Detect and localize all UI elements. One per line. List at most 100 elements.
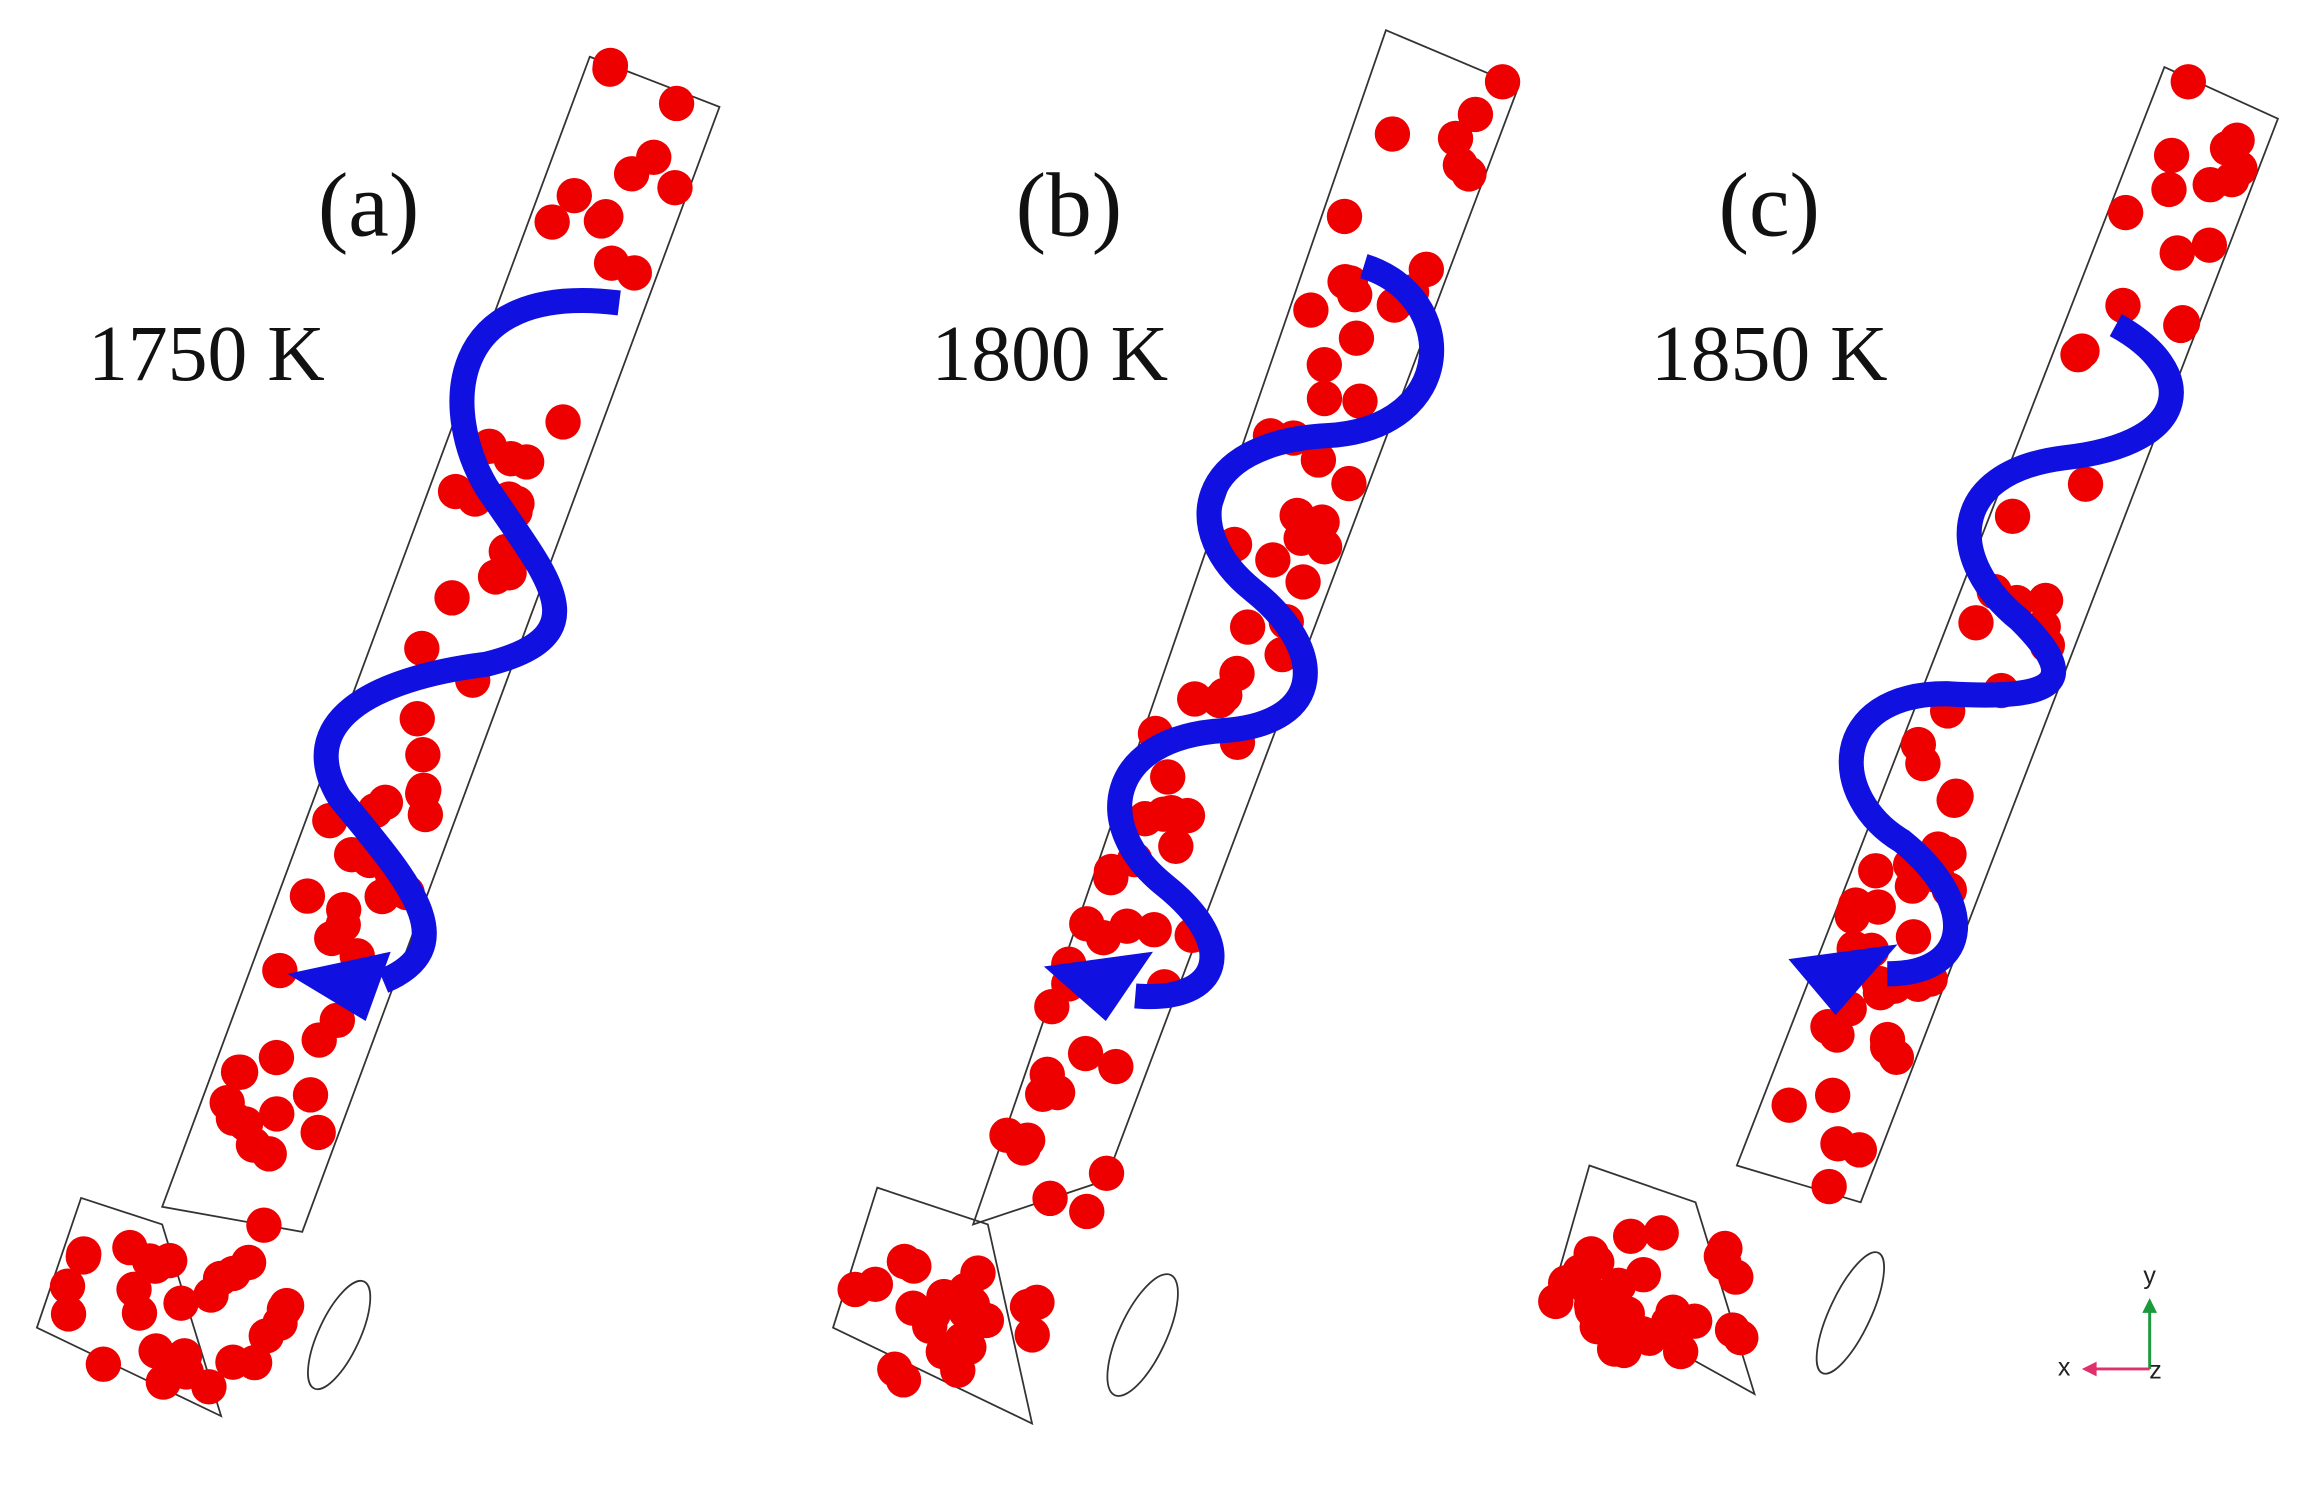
particle bbox=[1085, 920, 1122, 956]
temperature-label: 1750 K bbox=[88, 310, 325, 398]
particle bbox=[251, 1136, 287, 1172]
arrow-head bbox=[287, 951, 391, 1021]
particle bbox=[1300, 442, 1337, 478]
particle bbox=[2170, 64, 2206, 100]
particle bbox=[1326, 198, 1363, 235]
particle bbox=[1338, 320, 1375, 356]
particle bbox=[1029, 1056, 1065, 1093]
particle bbox=[300, 1114, 336, 1151]
particle bbox=[248, 1318, 284, 1354]
particle bbox=[1098, 1048, 1134, 1085]
particle bbox=[163, 1285, 199, 1321]
particle bbox=[534, 204, 570, 240]
particle bbox=[289, 878, 326, 914]
particle bbox=[166, 1338, 203, 1374]
particle bbox=[2105, 287, 2141, 324]
particle bbox=[857, 1266, 894, 1303]
particle bbox=[925, 1334, 962, 1370]
particle bbox=[1009, 1288, 1046, 1325]
particle bbox=[1457, 96, 1494, 133]
particle bbox=[49, 1268, 86, 1304]
particle bbox=[1905, 745, 1941, 782]
particle bbox=[1293, 292, 1329, 328]
particle bbox=[1706, 1244, 1742, 1281]
particle bbox=[1612, 1218, 1649, 1254]
particle bbox=[1771, 1087, 1807, 1123]
particle bbox=[50, 1296, 87, 1332]
particle bbox=[1032, 1180, 1068, 1217]
particle bbox=[2191, 227, 2228, 263]
particle bbox=[657, 169, 693, 206]
particle bbox=[1538, 1283, 1574, 1320]
particle bbox=[220, 1054, 257, 1090]
particle bbox=[1662, 1333, 1699, 1370]
particle bbox=[2209, 130, 2246, 166]
particle bbox=[1814, 1077, 1851, 1114]
particle bbox=[1811, 1168, 1847, 1205]
particle bbox=[896, 1248, 932, 1284]
particle bbox=[1958, 605, 1994, 641]
z-axis-label: z bbox=[2149, 1357, 2162, 1385]
particle bbox=[1573, 1236, 1609, 1272]
particle bbox=[2164, 305, 2201, 341]
particle bbox=[1219, 655, 1255, 692]
particle bbox=[193, 1277, 229, 1313]
arrow-head bbox=[2081, 1361, 2097, 1377]
particle bbox=[1342, 383, 1378, 419]
y-axis-label: y bbox=[2143, 1262, 2156, 1290]
particle bbox=[1150, 759, 1186, 795]
particle bbox=[2060, 337, 2096, 373]
outlet bbox=[1554, 1164, 1757, 1396]
particle bbox=[1994, 498, 2031, 535]
particle bbox=[325, 907, 361, 943]
particle bbox=[2067, 466, 2104, 502]
particle bbox=[1009, 1122, 1046, 1158]
particle bbox=[258, 1039, 295, 1076]
outlet-end bbox=[1815, 1251, 1885, 1375]
particle bbox=[2107, 194, 2144, 231]
x-axis-label: x bbox=[2058, 1354, 2071, 1382]
particle bbox=[1331, 465, 1367, 502]
particle bbox=[1069, 1193, 1105, 1230]
particle bbox=[85, 1346, 122, 1382]
particle bbox=[1088, 1155, 1125, 1191]
particle bbox=[1177, 681, 1213, 717]
particle bbox=[1484, 64, 1521, 100]
particle bbox=[65, 1239, 101, 1275]
particle bbox=[1255, 542, 1291, 578]
particle bbox=[1595, 1293, 1631, 1329]
particle bbox=[613, 156, 650, 192]
particle bbox=[246, 1207, 282, 1243]
particle bbox=[588, 199, 624, 235]
particle bbox=[1676, 1303, 1713, 1339]
particle bbox=[116, 1271, 152, 1308]
particle bbox=[405, 737, 441, 773]
particle bbox=[1938, 778, 1974, 814]
particle bbox=[1631, 1320, 1668, 1356]
particle bbox=[1451, 156, 1487, 192]
particle bbox=[592, 51, 628, 87]
particle bbox=[1014, 1317, 1050, 1353]
particle bbox=[545, 404, 581, 440]
particle bbox=[556, 177, 592, 214]
particle bbox=[1034, 989, 1070, 1025]
particle bbox=[1408, 251, 1445, 288]
particle bbox=[131, 1243, 168, 1279]
particle bbox=[1819, 1017, 1855, 1053]
panel-label: (a) bbox=[318, 154, 419, 255]
particle bbox=[1869, 1029, 1906, 1065]
particle bbox=[292, 1077, 329, 1113]
arrow-head bbox=[2142, 1298, 2158, 1313]
particle bbox=[215, 1255, 251, 1292]
particle bbox=[2214, 162, 2250, 198]
particle bbox=[1306, 380, 1343, 417]
particle bbox=[2153, 137, 2190, 174]
particle bbox=[1285, 564, 1321, 600]
particle bbox=[1136, 912, 1172, 948]
particle bbox=[658, 85, 695, 122]
particle bbox=[367, 784, 404, 821]
particle bbox=[2159, 235, 2195, 271]
particle bbox=[1895, 919, 1932, 955]
particle bbox=[1374, 116, 1411, 152]
particle bbox=[268, 1287, 305, 1324]
